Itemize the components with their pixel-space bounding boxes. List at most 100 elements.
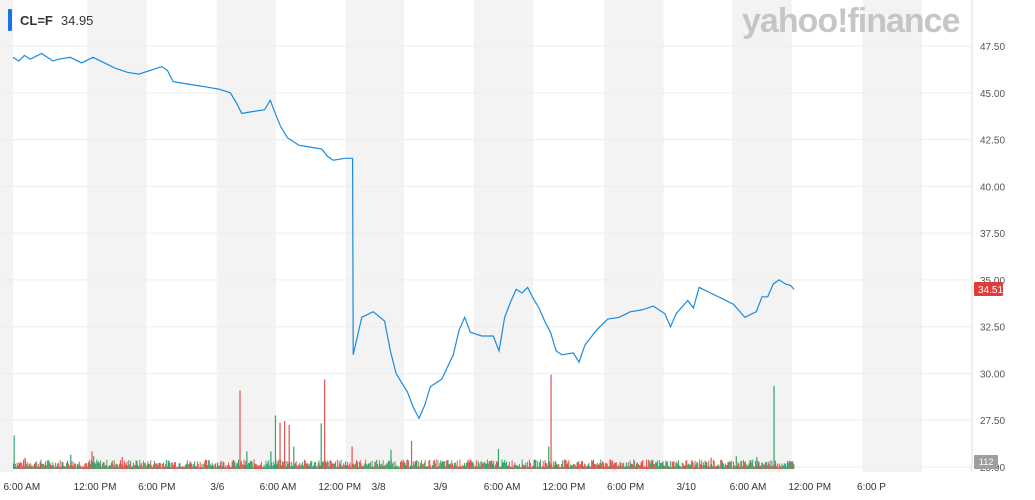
ticker-badge[interactable]: CL=F 34.95 <box>8 9 93 31</box>
volume-bar <box>687 464 689 469</box>
volume-bar <box>743 459 745 469</box>
volume-bar <box>225 465 227 469</box>
y-tick-label: 30.00 <box>980 369 1005 380</box>
ticker-price: 34.95 <box>60 12 94 28</box>
volume-bar <box>282 462 284 469</box>
volume-bar <box>175 467 177 469</box>
volume-bar <box>663 465 665 469</box>
volume-bar <box>549 461 551 469</box>
volume-bar <box>683 465 685 469</box>
volume-bar <box>203 463 205 469</box>
volume-bar <box>281 465 283 469</box>
volume-bar <box>736 465 738 469</box>
volume-bar <box>161 467 163 469</box>
volume-bar <box>479 466 481 469</box>
volume-bar <box>346 461 348 469</box>
volume-bar <box>240 461 242 469</box>
volume-bar <box>586 466 588 469</box>
volume-bar <box>227 465 229 469</box>
volume-bar <box>21 462 23 469</box>
volume-bar <box>768 464 770 469</box>
volume-bar <box>458 466 460 469</box>
volume-bar <box>164 463 166 469</box>
volume-bar <box>85 463 87 469</box>
volume-bar <box>60 467 62 469</box>
volume-bar <box>359 460 361 469</box>
volume-bar <box>507 465 509 469</box>
volume-bar <box>493 461 495 469</box>
volume-bar <box>318 460 320 469</box>
volume-bar <box>370 466 372 469</box>
session-band-7 <box>862 0 923 472</box>
volume-bar <box>277 461 279 469</box>
volume-bar <box>184 464 186 469</box>
volume-bar <box>777 467 779 469</box>
volume-bar <box>776 463 778 469</box>
volume-bar <box>789 461 791 469</box>
volume-bar <box>88 462 90 469</box>
volume-bar <box>597 464 599 469</box>
volume-bar <box>589 466 591 469</box>
volume-bar <box>600 459 602 469</box>
volume-bar <box>527 461 529 469</box>
volume-bar <box>698 467 700 469</box>
volume-bar <box>686 460 688 469</box>
volume-bar <box>561 460 563 469</box>
volume-bar <box>630 463 632 469</box>
volume-bar <box>221 466 223 469</box>
volume-bar <box>570 464 572 469</box>
volume-bar <box>212 464 214 469</box>
volume-bar <box>235 466 237 469</box>
volume-bar <box>520 467 522 469</box>
volume-bar <box>113 460 115 469</box>
volume-bar <box>464 463 466 469</box>
volume-bar <box>454 462 456 469</box>
volume-bar <box>252 467 254 469</box>
x-tick-label: 6:00 AM <box>730 482 767 493</box>
volume-bar <box>572 464 574 469</box>
volume-bar <box>295 461 297 469</box>
volume-bar <box>84 463 86 469</box>
volume-bar <box>313 462 315 469</box>
volume-bar <box>205 459 207 469</box>
volume-bar <box>195 465 197 469</box>
volume-bar <box>486 459 488 469</box>
volume-bar <box>375 461 377 469</box>
volume-bar <box>31 464 33 469</box>
volume-bar <box>117 464 119 469</box>
volume-bar <box>158 462 160 469</box>
volume-bar <box>154 463 156 469</box>
volume-bar <box>94 462 96 469</box>
volume-bar <box>181 466 183 469</box>
volume-bar <box>778 463 780 469</box>
volume-bar <box>134 464 136 469</box>
volume-bar <box>120 460 122 469</box>
volume-bar <box>198 467 200 469</box>
volume-bar <box>579 464 581 469</box>
volume-bar <box>449 464 451 469</box>
volume-bar <box>42 463 44 469</box>
volume-bar <box>784 463 786 469</box>
volume-bar <box>269 465 271 469</box>
volume-bar <box>492 463 494 469</box>
volume-bar <box>525 462 527 469</box>
volume-bar <box>498 467 500 469</box>
volume-bar <box>101 463 103 469</box>
volume-bar <box>335 467 337 469</box>
volume-bar <box>304 460 306 469</box>
volume-bar <box>292 465 294 469</box>
volume-bar <box>350 467 352 469</box>
volume-bar <box>476 466 478 469</box>
volume-bar <box>199 461 201 469</box>
volume-bar <box>180 466 182 469</box>
volume-bar <box>184 466 186 469</box>
volume-bar <box>699 459 701 469</box>
volume-bar <box>281 461 283 469</box>
volume-bar <box>125 464 127 469</box>
volume-bar <box>721 459 723 469</box>
volume-bar <box>495 464 497 469</box>
volume-bar <box>746 465 748 469</box>
volume-bar <box>482 463 484 469</box>
volume-bar <box>775 466 777 469</box>
